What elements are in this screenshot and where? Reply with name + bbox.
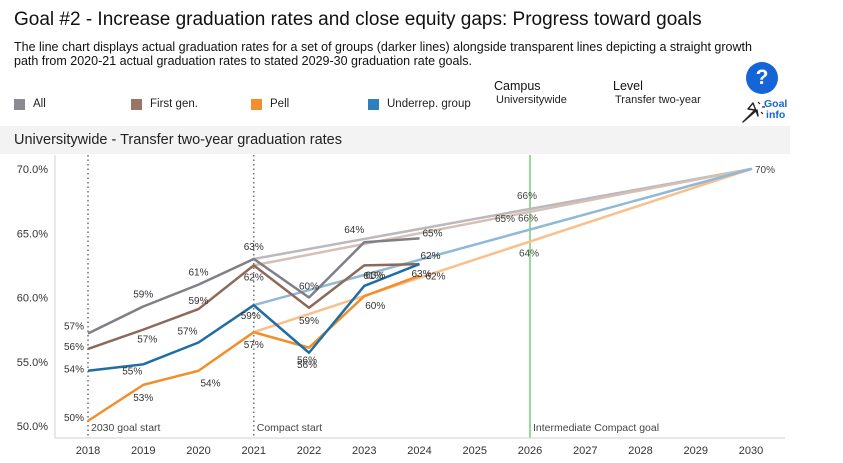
y-tick-label: 70.0% <box>17 164 48 176</box>
legend-item-all[interactable]: All <box>14 98 46 110</box>
line-chart: 2030 goal start Compact start Intermediate… <box>17 155 785 457</box>
x-tick-label: 2030 <box>739 445 763 457</box>
x-tick-label: 2018 <box>76 445 100 457</box>
data-label: 61% <box>363 271 383 282</box>
x-tick-label: 2029 <box>684 445 708 457</box>
legend-item-pell[interactable]: Pell <box>251 98 289 110</box>
x-tick-label: 2025 <box>463 445 487 457</box>
data-label: 57% <box>177 326 197 337</box>
data-label: 60% <box>365 301 385 312</box>
chart-panel-header <box>0 126 790 154</box>
goal-path-line <box>252 167 753 334</box>
x-tick-label: 2020 <box>186 445 210 457</box>
goal-mid-label: 64% <box>519 249 539 260</box>
legend-label-all: All <box>33 98 46 110</box>
data-label: 62% <box>420 251 440 262</box>
x-tick-label: 2019 <box>131 445 155 457</box>
data-label: 63% <box>411 269 431 280</box>
x-tick-label: 2023 <box>352 445 376 457</box>
legend-label-first-gen: First gen. <box>150 98 198 110</box>
x-tick-label: 2024 <box>407 445 431 457</box>
data-label: 64% <box>344 225 364 236</box>
chart-description: The line chart displays actual graduatio… <box>14 40 752 68</box>
reference-line-label: 2030 goal start <box>91 422 161 434</box>
data-label: 54% <box>200 379 220 390</box>
goal-path-line <box>252 167 753 267</box>
y-tick-label: 65.0% <box>17 228 48 240</box>
data-label: 56% <box>297 356 317 367</box>
x-tick-label: 2026 <box>518 445 542 457</box>
goal-info-line2: info <box>766 109 786 121</box>
data-label: 60% <box>299 282 319 293</box>
goal-info-line1: Goal <box>764 98 788 110</box>
data-label: 62% <box>244 272 264 283</box>
x-tick-label: 2021 <box>242 445 266 457</box>
campus-filter-value[interactable]: Universitywide <box>496 94 567 106</box>
data-label: 57% <box>64 321 84 332</box>
y-tick-label: 50.0% <box>17 421 48 433</box>
legend-label-underrep: Underrep. group <box>387 98 471 110</box>
legend-swatch-pell <box>251 98 262 110</box>
cursor-click-icon[interactable] <box>735 98 795 126</box>
campus-filter-label: Campus <box>494 79 541 93</box>
reference-line-label: Compact start <box>257 422 322 434</box>
data-label: 59% <box>188 296 208 307</box>
goal-mid-label: 65% <box>495 214 515 225</box>
level-filter-value[interactable]: Transfer two-year <box>615 94 701 106</box>
help-icon[interactable]: ? <box>746 62 778 94</box>
page-title: Goal #2 - Increase graduation rates and … <box>14 9 702 30</box>
data-label: 59% <box>299 316 319 327</box>
data-label: 56% <box>297 360 317 371</box>
legend-swatch-all <box>14 98 25 110</box>
x-tick-label: 2027 <box>573 445 597 457</box>
data-label: 53% <box>133 393 153 404</box>
goal-end-label: 70% <box>755 165 775 176</box>
data-label: 55% <box>122 366 142 377</box>
data-label: 57% <box>244 340 264 351</box>
legend-swatch-first-gen <box>131 98 142 110</box>
chart-panel-title: Universitywide - Transfer two-year gradu… <box>14 132 342 148</box>
data-label: 59% <box>133 289 153 300</box>
data-label: 59% <box>241 311 261 322</box>
level-filter-label: Level <box>613 79 643 93</box>
legend-item-underrep[interactable]: Underrep. group <box>368 98 471 110</box>
y-tick-label: 55.0% <box>17 357 48 369</box>
goal-info-link[interactable]: Goal info <box>764 99 787 121</box>
data-label: 54% <box>64 365 84 376</box>
goal-path-line <box>252 167 753 307</box>
y-tick-label: 60.0% <box>17 293 48 305</box>
x-tick-label: 2028 <box>628 445 652 457</box>
data-label: 63% <box>365 270 385 281</box>
data-label: 65% <box>422 228 442 239</box>
data-label: 50% <box>64 413 84 424</box>
data-label: 57% <box>137 335 157 346</box>
data-label: 61% <box>188 268 208 279</box>
data-label: 63% <box>244 242 264 253</box>
reference-line-label: Intermediate Compact goal <box>533 422 659 434</box>
legend-item-first-gen[interactable]: First gen. <box>131 98 198 110</box>
goal-mid-label: 66% <box>517 191 537 202</box>
x-tick-label: 2022 <box>297 445 321 457</box>
data-label: 62% <box>425 272 445 283</box>
legend-swatch-underrep <box>368 98 379 110</box>
legend-label-pell: Pell <box>270 98 290 110</box>
goal-mid-label: 66% <box>518 214 538 225</box>
data-label: 56% <box>64 342 84 353</box>
